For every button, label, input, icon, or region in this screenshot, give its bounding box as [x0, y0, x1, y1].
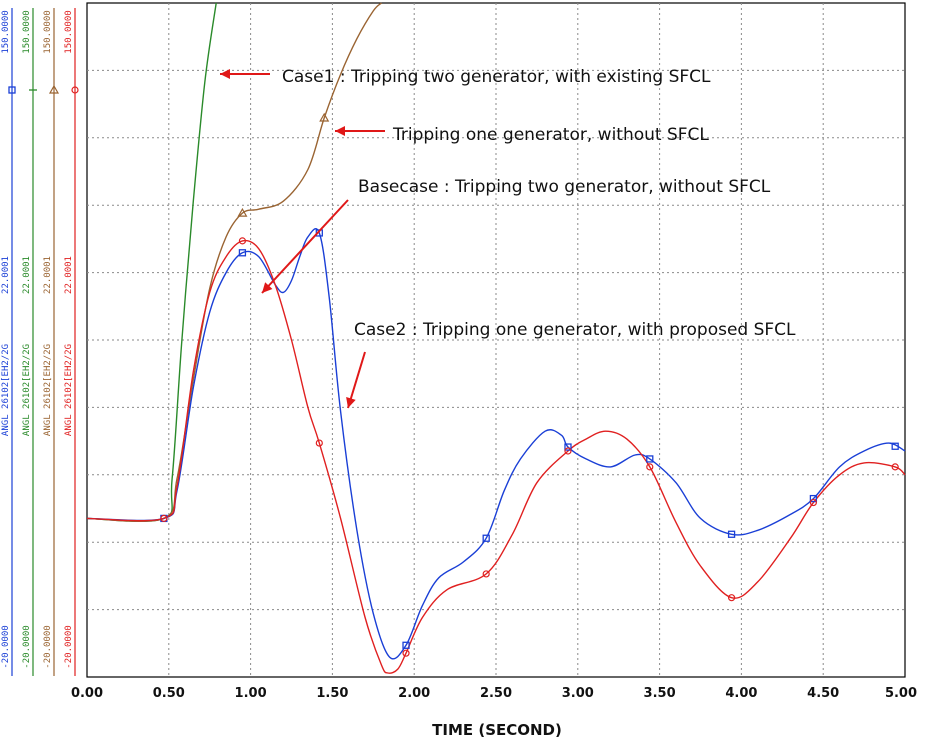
marker-square: [482, 534, 490, 542]
annotation-basecase: Basecase : Tripping two generator, witho…: [358, 177, 771, 197]
marker-circle: [238, 237, 247, 245]
marker-circle: [402, 649, 410, 657]
channel-min-label: -20.0000: [1, 625, 11, 668]
marker-circle: [646, 463, 654, 471]
grid: [87, 3, 905, 677]
channel-name-label: ANGL 26102[EH2/2G: [22, 344, 32, 436]
marker-circle: [891, 463, 899, 471]
marker-triangle: [237, 207, 248, 217]
channel-name-label: ANGL 26102[EH2/2G: [43, 344, 53, 436]
marker-circle: [482, 570, 490, 578]
x-tick-label: 0.50: [153, 686, 185, 701]
channel-axis-strip: 150.0000 22.0001 ANGL 26102[EH2/2G -20.0000…: [1, 8, 79, 676]
series-line-square: [86, 228, 906, 660]
marker-circle: [315, 439, 323, 447]
marker-square: [402, 641, 410, 649]
marker-square: [238, 249, 247, 257]
x-tick-label: 1.00: [235, 686, 267, 701]
marker-square: [891, 442, 899, 450]
channel-marker-square: [8, 86, 16, 94]
marker-triangle: [319, 112, 330, 122]
channel-min-label: -20.0000: [22, 625, 32, 668]
annotation-case1: Case1 : Tripping two generator, with exi…: [282, 67, 711, 87]
channel-max-label: 150.0000: [64, 10, 74, 53]
annotation-arrow-line: [261, 199, 349, 294]
annotation-arrow-head: [262, 282, 273, 293]
marker-square: [809, 494, 818, 503]
channel-min-label: -20.0000: [64, 625, 74, 668]
channel-marker-triangle: [48, 84, 60, 94]
channel-max-label: 150.0000: [1, 10, 11, 53]
annotation-arrow-head: [346, 396, 356, 408]
marker-circle: [564, 447, 572, 455]
x-axis-label: TIME (SECOND): [432, 721, 562, 739]
x-tick-label: 5.00: [885, 686, 917, 701]
x-tick-label: 1.50: [316, 686, 348, 701]
channel-min-label: -20.0000: [43, 625, 53, 668]
marker-circle: [160, 514, 168, 523]
x-tick-label: 4.50: [807, 686, 839, 701]
channel-max-label: 150.0000: [22, 10, 32, 53]
channel-mid-label: 22.0001: [43, 256, 53, 294]
x-tick-label: 3.00: [562, 686, 594, 701]
channel-mid-label: 22.0001: [22, 256, 32, 294]
annotation-case2: Case2 : Tripping one generator, with pro…: [354, 320, 796, 340]
marker-circle: [727, 594, 736, 602]
x-tick-label: 4.00: [725, 686, 757, 701]
marker-layer: [160, 112, 899, 657]
channel-max-label: 150.0000: [43, 10, 53, 53]
channel-mid-label: 22.0001: [1, 256, 11, 294]
marker-circle: [809, 498, 817, 507]
annotation-arrows: [220, 69, 385, 409]
x-tick-label: 0.00: [71, 686, 103, 701]
channel-name-label: ANGL 26102[EH2/2G: [64, 344, 74, 436]
annotation-arrow-head: [220, 69, 230, 79]
x-tick-label: 2.50: [480, 686, 512, 701]
marker-square: [646, 455, 654, 463]
x-tick-label: 3.50: [644, 686, 676, 701]
channel-mid-label: 22.0001: [64, 256, 74, 294]
annotation-one-gen-no-sfcl: Tripping one generator, without SFCL: [392, 125, 709, 145]
x-tick-labels: 0.00 0.50 1.00 1.50 2.00 2.50 3.00 3.50 4.00 4.50…: [71, 686, 917, 701]
channel-marker-circle: [71, 86, 79, 94]
series-line-triangle: [86, 2, 382, 523]
channel-name-label: ANGL 26102[EH2/2G: [1, 344, 11, 436]
x-tick-label: 2.00: [398, 686, 430, 701]
marker-square: [727, 530, 736, 538]
marker-square: [564, 443, 572, 451]
annotation-arrow-head: [335, 126, 345, 136]
